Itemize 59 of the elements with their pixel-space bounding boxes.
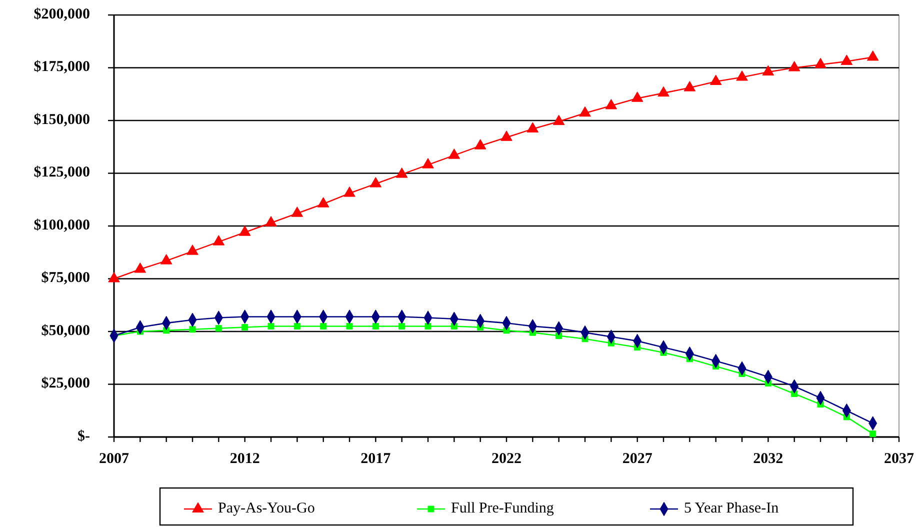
- point: [396, 168, 408, 178]
- point: [422, 158, 434, 168]
- y-tick-label: $75,000: [41, 270, 90, 286]
- point: [212, 235, 225, 246]
- y-tick-label: $125,000: [34, 164, 90, 181]
- point: [500, 130, 512, 141]
- point: [762, 65, 774, 76]
- point: [526, 122, 539, 132]
- point: [189, 326, 196, 333]
- point: [344, 186, 356, 197]
- point: [870, 430, 876, 438]
- point: [814, 58, 826, 68]
- y-tick-label: $200,000: [34, 6, 90, 22]
- legend-label: 5 Year Phase-In: [684, 500, 780, 516]
- point: [605, 98, 618, 110]
- point: [372, 322, 379, 330]
- x-tick-label: 2027: [622, 451, 653, 467]
- point: [242, 324, 248, 331]
- point: [788, 60, 800, 72]
- point: [134, 262, 146, 273]
- y-tick-label: $175,000: [34, 59, 90, 76]
- point: [186, 244, 198, 255]
- legend-label: Pay-As-You-Go: [218, 500, 315, 516]
- x-tick-label: 2032: [753, 451, 784, 467]
- point: [370, 177, 382, 188]
- y-tick-label: $100,000: [34, 217, 90, 234]
- point: [424, 322, 432, 330]
- point: [317, 197, 330, 208]
- point: [398, 322, 406, 330]
- point: [265, 216, 277, 226]
- point: [294, 322, 300, 330]
- point: [552, 114, 565, 126]
- point: [684, 81, 696, 92]
- y-tick-label: $25,000: [41, 376, 90, 392]
- point: [346, 322, 353, 330]
- point: [215, 325, 222, 332]
- point: [710, 74, 722, 85]
- legend-label: Full Pre-Funding: [451, 500, 554, 516]
- point: [866, 50, 879, 61]
- point: [320, 322, 327, 330]
- point: [658, 86, 670, 97]
- y-tick-label: $150,000: [34, 112, 90, 128]
- y-tick-label: $-: [78, 428, 90, 444]
- point: [238, 226, 251, 236]
- point: [160, 254, 172, 264]
- x-tick-label: 2022: [492, 451, 522, 467]
- point: [474, 139, 486, 150]
- point: [736, 70, 748, 81]
- x-tick-label: 2007: [99, 451, 130, 467]
- x-tick-label: 2017: [360, 451, 392, 467]
- point: [268, 322, 274, 330]
- point: [840, 54, 853, 65]
- point: [291, 206, 304, 217]
- point: [448, 148, 460, 159]
- y-tick-label: $50,000: [41, 322, 90, 339]
- point: [631, 92, 644, 102]
- x-tick-label: 2037: [884, 451, 914, 467]
- point: [579, 106, 591, 117]
- x-tick-label: 2012: [230, 451, 260, 467]
